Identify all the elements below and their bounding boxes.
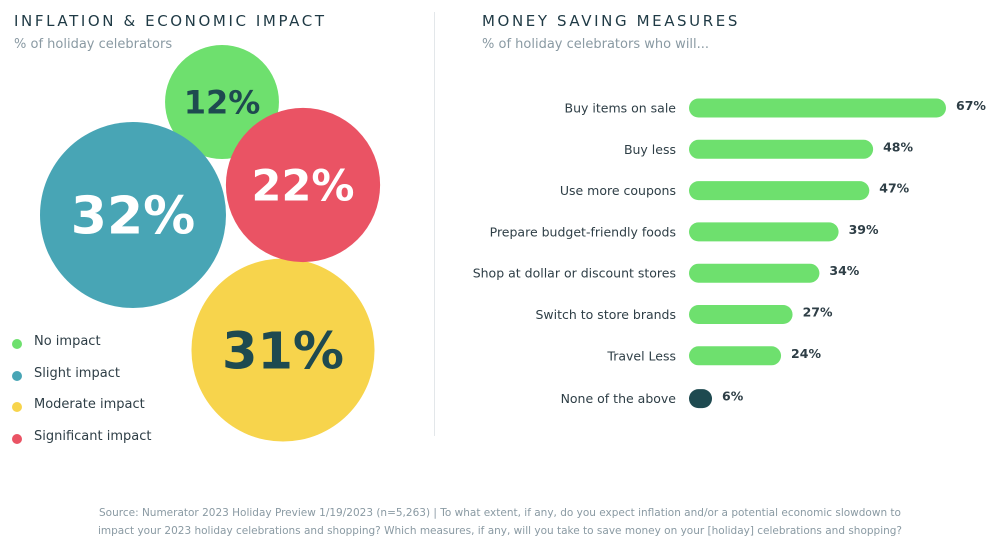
bar-use-more-coupons xyxy=(689,181,870,201)
bar-category-none-of-the-above: None of the above xyxy=(561,391,677,406)
panel-divider xyxy=(434,12,435,436)
bar-category-prepare-budget-friendly-foods: Prepare budget-friendly foods xyxy=(490,224,676,239)
bar-buy-less xyxy=(689,139,874,159)
legend-dot-no-impact xyxy=(12,339,22,349)
right-chart-subtitle: % of holiday celebrators who will... xyxy=(482,37,710,52)
bar-shop-at-dollar-or-discount-stores xyxy=(689,263,820,283)
bar-category-buy-less: Buy less xyxy=(624,142,676,157)
footnote-line-2: impact your 2023 holiday celebrations an… xyxy=(97,525,903,537)
bubble-label-moderate-impact: 31% xyxy=(222,322,344,381)
bar-value-buy-less: 48% xyxy=(883,139,913,154)
legend-label-significant-impact: Significant impact xyxy=(34,428,152,444)
bar-none-of-the-above xyxy=(689,389,713,409)
right-chart-title: MONEY SAVING MEASURES xyxy=(482,12,740,30)
left-chart-title: INFLATION & ECONOMIC IMPACT xyxy=(14,12,327,30)
bar-value-switch-to-store-brands: 27% xyxy=(803,305,833,320)
bubble-label-slight-impact: 32% xyxy=(71,187,195,247)
bar-value-none-of-the-above: 6% xyxy=(722,389,744,404)
bar-value-buy-items-on-sale: 67% xyxy=(956,98,986,113)
legend-dot-moderate-impact xyxy=(12,402,22,412)
legend-dot-significant-impact xyxy=(12,433,22,444)
bubble-chart: 12% 32% 31% 22% xyxy=(40,45,381,442)
bar-value-prepare-budget-friendly-foods: 39% xyxy=(849,222,879,237)
source-footnote: Source: Numerator 2023 Holiday Preview 1… xyxy=(0,504,1000,540)
bubble-label-no-impact: 12% xyxy=(184,84,261,122)
bar-category-shop-at-dollar-or-discount-stores: Shop at dollar or discount stores xyxy=(473,266,676,281)
bar-travel-less xyxy=(689,346,782,366)
bar-category-switch-to-store-brands: Switch to store brands xyxy=(535,307,676,322)
bar-value-use-more-coupons: 47% xyxy=(879,181,909,196)
bar-category-buy-items-on-sale: Buy items on sale xyxy=(565,101,677,116)
legend-label-no-impact: No impact xyxy=(34,334,101,349)
bubble-moderate-impact xyxy=(191,258,375,442)
bar-value-shop-at-dollar-or-discount-stores: 34% xyxy=(829,263,859,278)
left-chart-subtitle: % of holiday celebrators xyxy=(14,37,173,52)
bar-category-use-more-coupons: Use more coupons xyxy=(560,183,676,198)
bubble-significant-impact xyxy=(225,107,381,263)
bubble-label-significant-impact: 22% xyxy=(252,161,355,211)
legend-dot-slight-impact xyxy=(12,370,22,381)
bar-chart: Buy items on sale 67% Buy less 48% Use more … xyxy=(473,98,986,409)
footnote-line-1: Source: Numerator 2023 Holiday Preview 1… xyxy=(99,507,901,519)
legend-label-moderate-impact: Moderate impact xyxy=(34,397,145,412)
bubble-slight-impact xyxy=(40,122,226,308)
bar-value-travel-less: 24% xyxy=(791,346,821,361)
legend-label-slight-impact: Slight impact xyxy=(34,365,120,381)
bar-switch-to-store-brands xyxy=(689,305,793,324)
bar-prepare-budget-friendly-foods xyxy=(689,222,839,242)
bar-buy-items-on-sale xyxy=(689,98,946,118)
bar-category-travel-less: Travel Less xyxy=(606,348,676,363)
